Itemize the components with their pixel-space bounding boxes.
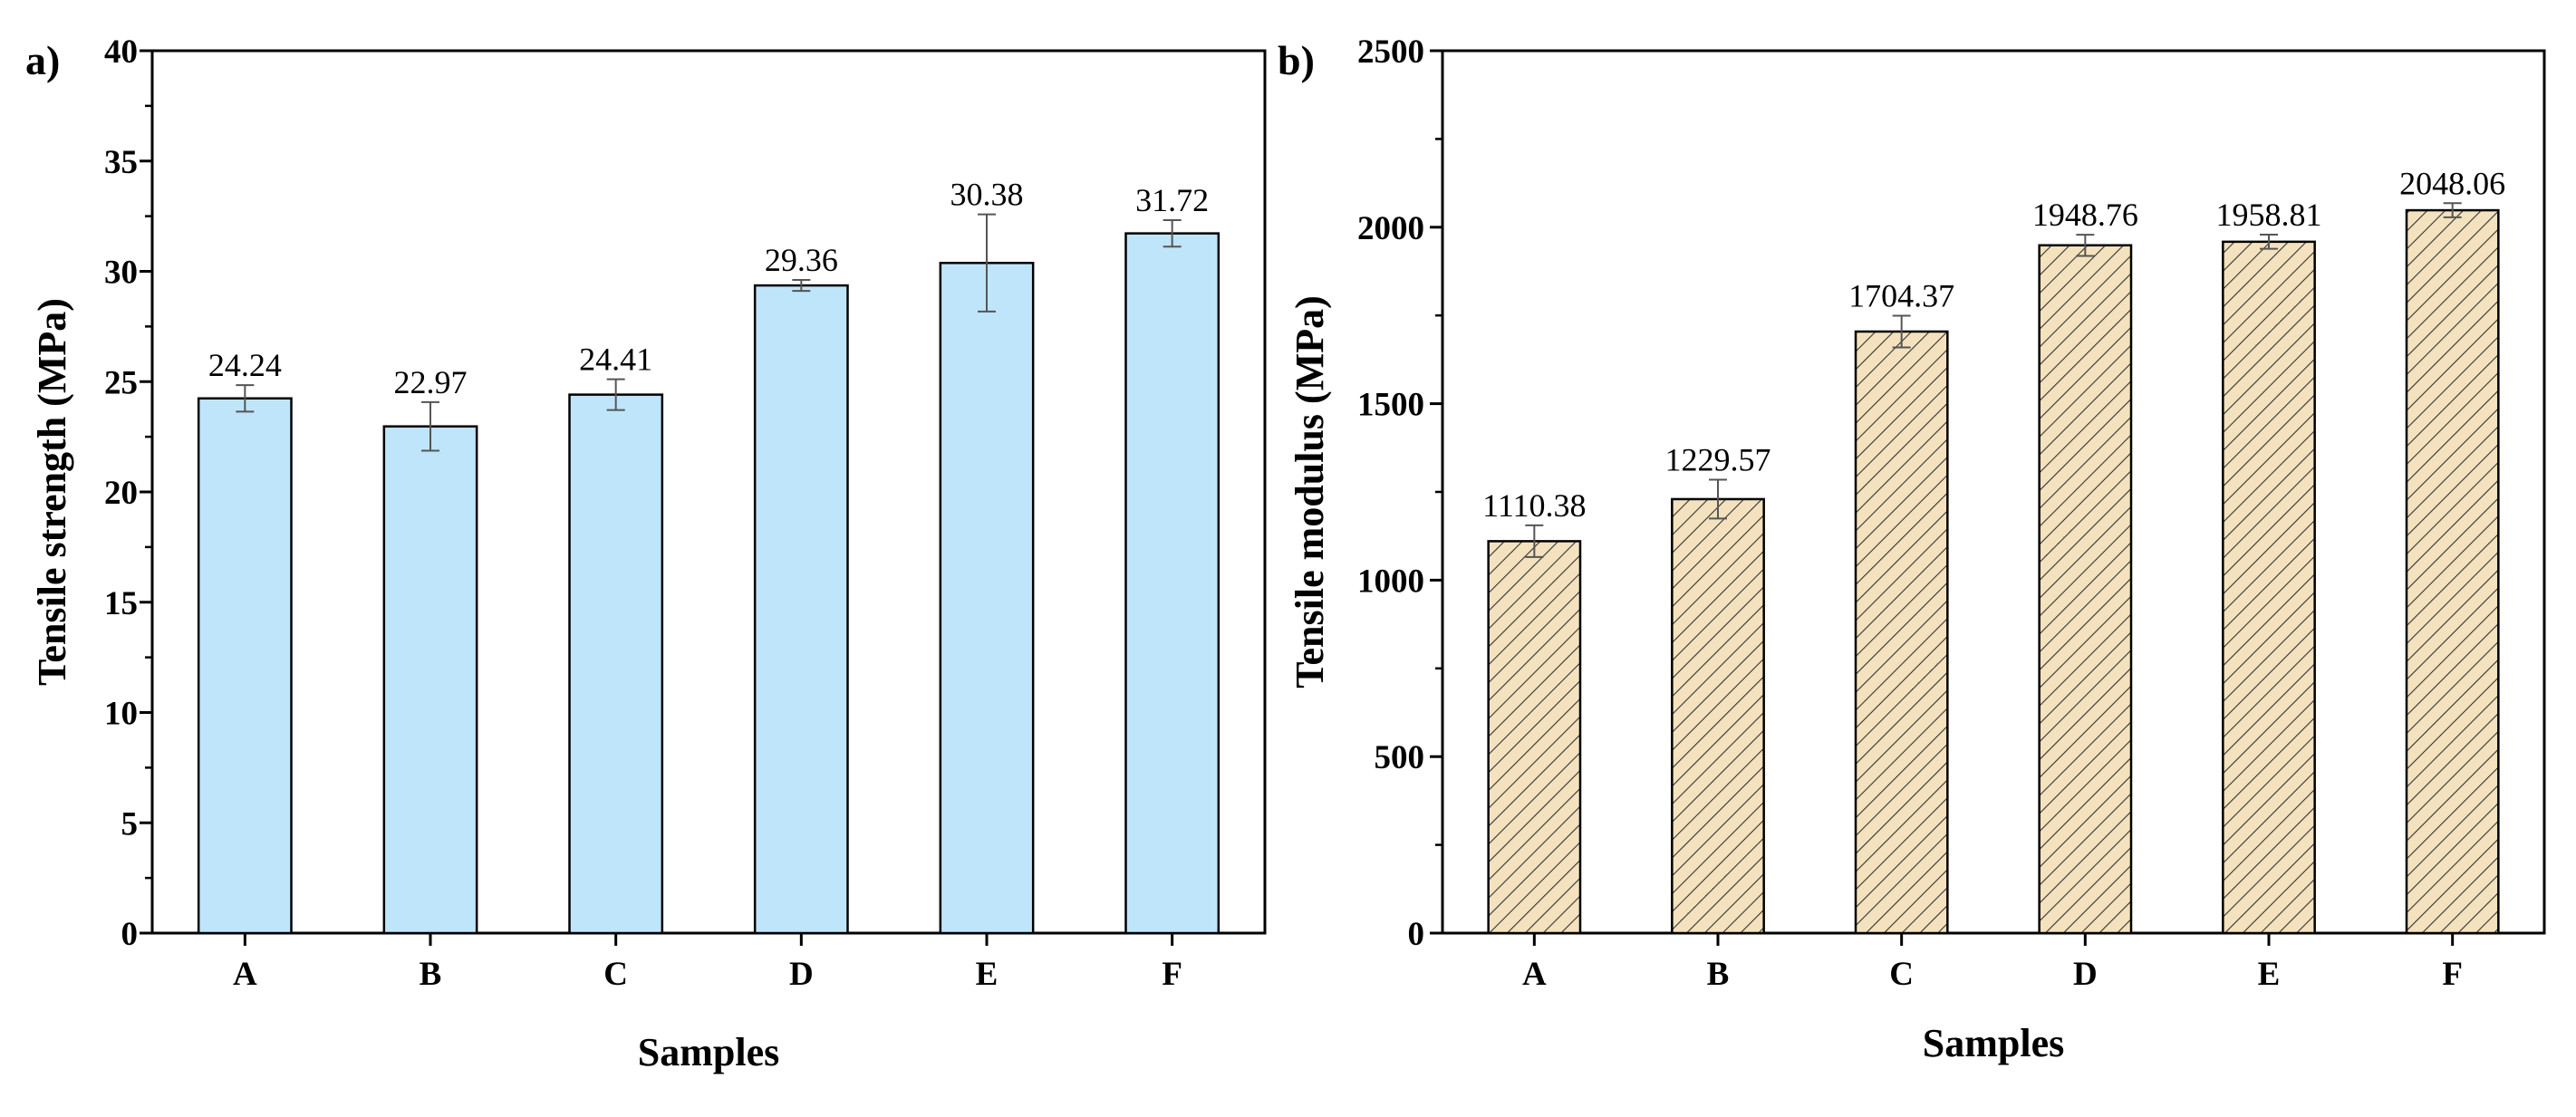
plot-frame bbox=[150, 49, 1267, 935]
x-tick-label-A: A bbox=[1522, 956, 1547, 993]
bar-B bbox=[1671, 497, 1765, 935]
bar-F bbox=[2405, 208, 2500, 935]
data-label-C: 1704.37 bbox=[1848, 277, 1954, 313]
bar-D bbox=[2038, 244, 2133, 935]
data-label-D: 29.36 bbox=[765, 242, 838, 278]
data-label-F: 31.72 bbox=[1135, 182, 1209, 218]
y-tick-label: 20 bbox=[104, 475, 138, 512]
data-label-C: 24.41 bbox=[579, 342, 652, 378]
panel-label: b) bbox=[1278, 37, 1315, 83]
x-tick-label-B: B bbox=[420, 956, 442, 993]
y-tick-label: 500 bbox=[1375, 739, 1425, 776]
x-tick-label-B: B bbox=[1707, 956, 1730, 993]
data-label-B: 22.97 bbox=[394, 364, 468, 400]
data-label-B: 1229.57 bbox=[1665, 442, 1771, 478]
y-tick-label: 25 bbox=[104, 364, 138, 401]
data-label-A: 1110.38 bbox=[1482, 487, 1586, 524]
chart-panel-b: 0 500 1000 1500 2000 2500 1110.38 A 1229.57 B 1704… bbox=[1278, 34, 2546, 1065]
x-tick-label-F: F bbox=[2442, 956, 2463, 993]
data-label-E: 30.38 bbox=[950, 177, 1024, 213]
y-axis-title: Tensile modulus (MPa) bbox=[1288, 295, 1332, 688]
x-tick-label-A: A bbox=[233, 956, 257, 993]
data-label-D: 1948.76 bbox=[2032, 197, 2138, 233]
x-tick-label-D: D bbox=[789, 956, 814, 993]
y-tick-label: 5 bbox=[121, 805, 139, 843]
bar-A bbox=[1487, 540, 1582, 935]
y-tick-label: 0 bbox=[1408, 916, 1425, 953]
plot-frame bbox=[1441, 49, 2546, 935]
bar-D bbox=[753, 284, 849, 935]
bar-B bbox=[382, 425, 478, 935]
x-axis-title: Samples bbox=[638, 1030, 779, 1074]
bar-F bbox=[1124, 232, 1220, 935]
bar-E bbox=[2222, 240, 2316, 935]
y-tick-label: 40 bbox=[104, 34, 138, 71]
y-tick-label: 30 bbox=[104, 255, 138, 292]
y-tick-label: 1500 bbox=[1357, 387, 1424, 424]
bar-C bbox=[568, 393, 664, 935]
data-label-F: 2048.06 bbox=[2399, 165, 2505, 201]
y-tick-label: 35 bbox=[104, 144, 138, 181]
y-axis-title: Tensile strength (MPa) bbox=[30, 298, 74, 686]
y-tick-label: 2500 bbox=[1357, 34, 1424, 71]
x-tick-label-E: E bbox=[2258, 956, 2281, 993]
data-label-A: 24.24 bbox=[208, 347, 282, 383]
data-label-E: 1958.81 bbox=[2216, 197, 2322, 233]
x-tick-label-F: F bbox=[1162, 956, 1182, 993]
x-tick-label-C: C bbox=[603, 956, 628, 993]
x-tick-label-E: E bbox=[976, 956, 999, 993]
y-tick-label: 2000 bbox=[1357, 210, 1424, 247]
y-tick-label: 0 bbox=[121, 916, 139, 953]
panel-label: a) bbox=[25, 37, 60, 83]
y-tick-label: 10 bbox=[104, 696, 138, 733]
bar-A bbox=[197, 397, 293, 935]
x-axis-title: Samples bbox=[1923, 1021, 2064, 1065]
y-tick-label: 1000 bbox=[1357, 563, 1424, 600]
y-tick-label: 15 bbox=[104, 585, 138, 622]
x-tick-label-D: D bbox=[2073, 956, 2098, 993]
x-tick-label-C: C bbox=[1889, 956, 1914, 993]
chart-panel-a: 0 5 10 15 20 25 30 35 40 24.24 A 22.97 B 24.41 C 29.36 D… bbox=[25, 34, 1267, 1074]
bar-E bbox=[939, 261, 1035, 935]
bar-C bbox=[1854, 330, 1949, 935]
